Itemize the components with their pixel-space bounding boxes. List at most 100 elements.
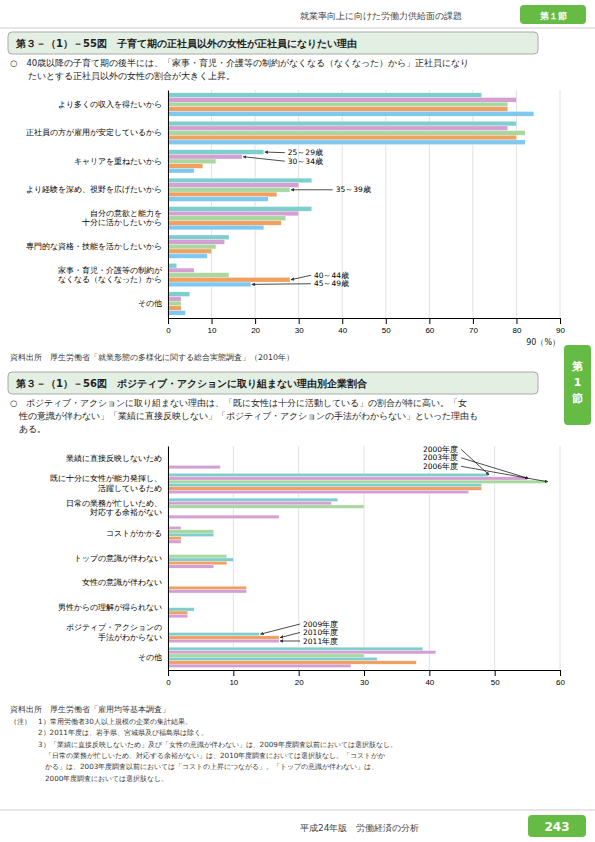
text-line: コストがかかる [106,529,162,538]
bar [168,131,525,136]
text-line: 1 [574,376,582,389]
bar [168,487,482,490]
bar [168,240,225,245]
bar [168,187,290,192]
bar [168,586,246,589]
x-tick: 50 [382,318,391,335]
x-tick: 40 [338,318,347,335]
page-number-badge [528,815,586,837]
text-line: ○ ポジティブ・アクションに取り組まない理由は、「既に女性は十分に活動している」… [10,398,467,408]
text-line: 2000年度調査においては選択肢なし。 [10,774,168,783]
x-tick: 0 [166,318,171,335]
bar [168,505,364,508]
page: 就業率向上に向けた労働力供給面の課題第１節第３－（1）－55図 子育て期の正社員… [0,0,595,842]
bar [168,282,251,287]
y-tick-label: 既に十分に女性が能力発揮し、活躍しているため [50,474,162,492]
x-tick: 90 [556,318,565,335]
subtitle: ○ ポジティブ・アクションに取り組まない理由は、「既に女性は十分に活動している」… [10,398,478,434]
x-tick-label: 40 [425,678,434,687]
title-box [8,372,538,394]
x-tick-label: 60 [556,678,565,687]
chart-title: 第３－（1）－56図 ポジティブ・アクションに取り組まない理由別企業割合 [15,378,368,390]
y-tick: より経験を深め、視野を広げたいから [26,185,162,194]
text-line: かる」は、2003年度調査以前においては「コストの上昇につながる」。「トップの意… [10,762,378,771]
y-tick-label: ポジティブ・アクションの手法がわからない [66,623,162,641]
bar [168,254,207,259]
y-tick: 日常の業務が忙しいため、対応する余裕がない [66,499,162,517]
x-tick-mark [168,318,169,324]
x-tick-label: 70 [469,326,478,335]
text-line: 資料出所 厚生労働省「雇用均等基本調査」 [10,705,170,714]
y-tick-label: その他 [138,299,162,308]
bar [168,192,277,197]
y-tick: ポジティブ・アクションの手法がわからない [66,623,162,641]
text-line: （注） 1）常用労働者30人以上規模の企業の集計結果。 [10,717,192,726]
text-line: 日常の業務が忙しいため、 [66,499,162,508]
annotation-arrow [291,275,311,280]
x-tick-label: 30 [360,678,369,687]
y-tick: トップの意識が伴わない [74,554,162,563]
y-tick-label: コストがかかる [106,529,162,538]
bar [168,235,229,240]
bar [168,102,508,107]
x-tick-mark [299,318,300,324]
plot: 0102030405060708090より多くの収入を得たいから正社員の方が雇用… [26,90,565,335]
y-axis-line [168,447,169,671]
bar [168,590,246,593]
y-axis: 業績に直接反映しないため既に十分に女性が能力発揮し、活躍しているため日常の業務が… [50,447,169,671]
x-tick: 40 [425,670,434,687]
x-axis-line [169,319,561,325]
bar [168,168,194,173]
y-tick: 専門的な資格・技能を活かしたいから [26,242,162,251]
annotation-arrow [280,633,300,638]
source: 資料出所 厚生労働省「雇用均等基本調査」 [10,705,170,714]
text-line: 十分に活かしたいから [82,218,162,227]
text-line: キャリアを重ねたいから [74,157,162,166]
bar [168,639,279,642]
bar [168,537,181,540]
text-line: 活躍しているため [98,484,162,493]
y-tick-label: キャリアを重ねたいから [74,157,162,166]
annotation: 2011年度 [303,637,338,646]
bar [168,211,299,216]
bar [168,244,216,249]
annotation-arrow [291,189,333,190]
notes: （注） 1）常用労働者30人以上規模の企業の集計結果。 2）2011年度は、岩手… [10,717,397,783]
text-line: 第３－（1）－56図 ポジティブ・アクションに取り組まない理由別企業割合 [15,378,368,390]
bar [168,310,185,315]
bar [168,135,516,140]
y-tick: 女性の意識が伴わない [82,578,162,587]
y-tick: コストがかかる [106,529,162,538]
x-tick-label: 10 [208,326,217,335]
page-footer: 平成24年版 労働経済の分析 [300,823,419,833]
text-line: 「日常の業務が忙しいため、対応する余裕がない」は、2010年度調査においては選択… [10,751,385,760]
annotation-arrow [243,157,285,162]
text-line: 家事・育児・介護等の制約が [58,266,163,275]
y-tick: その他 [138,299,162,308]
x-tick-label: 60 [425,326,434,335]
section-badge [520,5,586,24]
x-tick-label: 0 [166,326,171,335]
bar [168,197,268,202]
x-tick: 0 [166,670,171,687]
bar [168,654,364,657]
text-line: 女性の意識が伴わない [82,578,162,587]
text-line: 既に十分に女性が能力発揮し、 [50,474,162,483]
y-tick: 自分の意欲と能力を十分に活かしたいから [82,209,162,227]
y-tick-label: より多くの収入を得たいから [58,100,162,109]
bar [168,273,229,278]
bar [168,558,233,561]
x-axis: 0102030405060708090 [166,318,565,335]
x-tick: 30 [295,318,304,335]
bar [168,561,227,564]
x-tick-label: 50 [491,678,500,687]
chart-title: 第３－（1）－55図 子育て期の正社員以外の女性が正社員になりたい理由 [15,38,357,50]
annotation-arrow [260,624,300,634]
text-line: ある。 [10,424,46,434]
text-line: 性の意識が伴わない」「業績に直接反映しない」「ポジティブ・アクションの手法がわか… [10,411,478,421]
x-tick: 20 [251,318,260,335]
bar [168,178,312,183]
text-line: 90（%） [526,338,560,347]
page-title: 就業率向上に向けた労働力供給面の課題 [300,11,462,21]
annotation: 45～49歳 [314,279,349,288]
